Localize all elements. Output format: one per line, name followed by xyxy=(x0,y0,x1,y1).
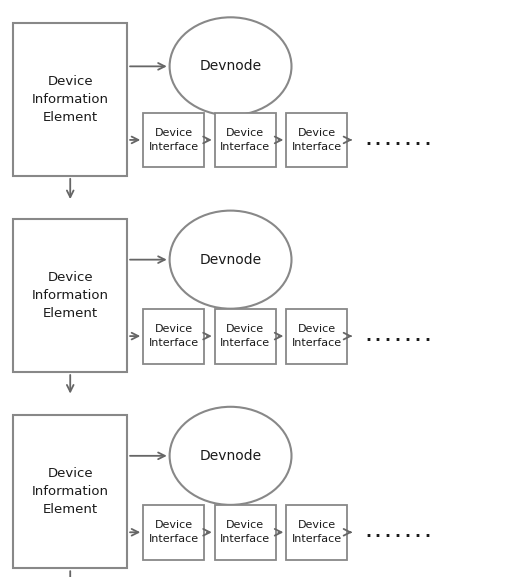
Ellipse shape xyxy=(170,17,292,115)
Ellipse shape xyxy=(170,211,292,309)
Text: Device
Interface: Device Interface xyxy=(292,520,342,544)
Text: Device
Interface: Device Interface xyxy=(220,128,270,152)
Bar xyxy=(13,23,127,176)
Text: Device
Interface: Device Interface xyxy=(148,520,199,544)
Bar xyxy=(286,113,347,167)
Text: Devnode: Devnode xyxy=(199,253,262,267)
Text: Devnode: Devnode xyxy=(199,59,262,73)
Bar xyxy=(215,505,276,560)
Text: Device
Interface: Device Interface xyxy=(220,520,270,544)
Text: .......: ....... xyxy=(363,523,433,541)
Text: Device
Interface: Device Interface xyxy=(220,324,270,348)
Bar xyxy=(13,219,127,372)
Text: Device
Information
Element: Device Information Element xyxy=(32,75,109,124)
Text: Device
Interface: Device Interface xyxy=(148,128,199,152)
Text: Device
Information
Element: Device Information Element xyxy=(32,271,109,320)
Bar xyxy=(215,113,276,167)
Text: Devnode: Devnode xyxy=(199,449,262,463)
Text: Device
Interface: Device Interface xyxy=(292,128,342,152)
Text: Device
Interface: Device Interface xyxy=(148,324,199,348)
Bar xyxy=(286,309,347,364)
Bar xyxy=(143,505,204,560)
Ellipse shape xyxy=(170,407,292,505)
Text: .......: ....... xyxy=(363,131,433,149)
Text: Device
Interface: Device Interface xyxy=(292,324,342,348)
Bar xyxy=(143,113,204,167)
Bar xyxy=(215,309,276,364)
Text: .......: ....... xyxy=(363,327,433,345)
Bar xyxy=(143,309,204,364)
Bar xyxy=(286,505,347,560)
Bar xyxy=(13,415,127,568)
Text: Device
Information
Element: Device Information Element xyxy=(32,467,109,516)
